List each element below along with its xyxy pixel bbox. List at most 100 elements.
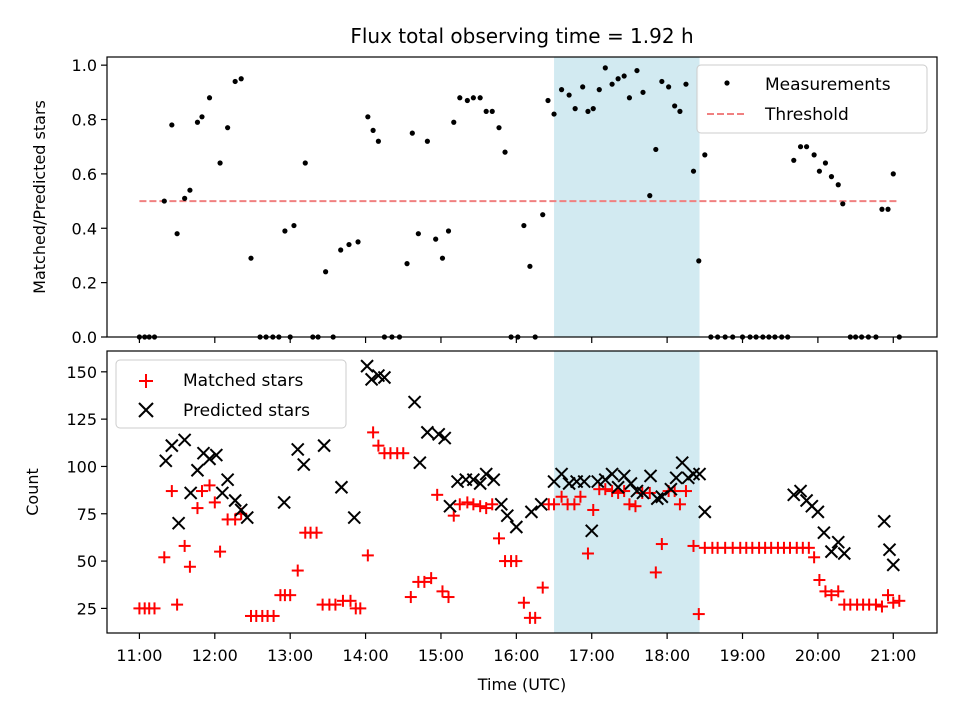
measurement-point [477,95,483,101]
measurement-point [677,108,683,114]
measurement-point [169,122,175,128]
measurement-point [323,269,329,275]
predicted-star-point [183,486,198,500]
matched-star-point [310,526,323,539]
matched-star-point [467,498,480,511]
predicted-star-point [220,472,235,487]
measurement-point [596,87,602,93]
predicted-star-point [664,482,678,496]
measurement-point [409,130,415,136]
measurement-point [194,119,201,125]
y-tick-label: 100 [66,457,97,476]
predicted-star-point [494,497,508,512]
matched-star-point [165,485,178,498]
matched-star-point [291,564,304,577]
measurement-point [370,127,376,133]
legend-matched-label: Matched stars [183,371,303,391]
matched-star-point [329,598,342,611]
predicted-star-point [577,474,591,489]
predicted-star-point [837,546,851,561]
predicted-star-point [420,425,435,440]
y-tick-label: 25 [77,599,97,618]
bottom-x-axis-label: Time (UTC) [477,675,566,694]
measurement-point [545,97,551,104]
legend-measurements-marker [724,80,730,86]
matched-star-point [442,591,455,604]
x-tick-label: 21:00 [870,646,916,665]
matched-star-point [431,488,444,501]
matched-star-point [819,585,832,598]
matched-star-point [825,589,838,602]
y-tick-label: 0.0 [72,328,97,347]
measurement-point [248,255,254,261]
predicted-star-point [605,467,619,481]
matched-star-point [372,439,385,452]
predicted-star-point [479,467,493,481]
bottom-y-axis-label: Count [23,468,42,516]
matched-star-point [178,539,191,552]
predicted-star-point [831,535,845,549]
matched-star-point [425,572,438,585]
measurement-point [666,84,672,90]
predicted-star-point [886,558,900,572]
predicted-star-point [793,484,808,498]
predicted-star-point [877,514,891,529]
predicted-star-point [466,472,481,487]
predicted-star-point [473,476,487,491]
top-plot-frame [106,56,938,338]
predicted-star-point [692,467,707,481]
measurement-point [828,174,835,180]
measurement-point [445,228,452,234]
matched-star-point [367,426,380,439]
measurement-point [683,81,689,87]
predicted-star-point [686,467,701,481]
measurement-points [136,65,902,340]
matched-star-point [629,500,642,513]
measurement-point [540,212,546,218]
top-x-axis-ticks [138,337,894,343]
measurement-point [238,76,244,82]
matched-star-point [623,498,636,511]
predicted-star-point [334,480,349,494]
matched-star-point [361,549,374,562]
matched-star-point [808,551,821,564]
matched-star-point [493,532,506,545]
predicted-star-point [377,370,392,385]
shaded-span-rect [554,57,700,337]
measurement-point [609,81,615,87]
y-tick-label: 125 [66,410,97,429]
y-tick-label: 1.0 [72,56,97,75]
measurement-point [225,125,231,131]
matched-star-point [655,538,668,551]
measurement-point [572,106,578,112]
measurement-point [365,114,371,120]
bottom-legend-box [115,359,347,429]
matched-star-point [158,551,171,564]
matched-star-point [436,585,449,598]
matched-star-point [618,485,631,498]
predicted-star-point [824,544,839,559]
y-tick-label: 0.6 [72,165,97,184]
predicted-star-point [591,474,605,489]
measurement-point [232,78,238,85]
predicted-star-point [159,454,173,468]
matched-star-point [692,608,705,621]
predicted-star-point [240,510,254,525]
measurement-point [433,236,439,242]
measurement-point [797,144,804,150]
matched-star-point [453,498,466,511]
predicted-star-point [297,457,311,472]
matched-star-point [474,500,487,513]
matched-star-point [668,485,681,498]
predicted-star-point [228,493,242,508]
matched-star-point [529,611,542,624]
top-legend: Measurements Threshold [696,64,928,134]
predicted-star-point [882,543,897,557]
matched-star-point [397,447,410,460]
x-tick-label: 11:00 [116,646,162,665]
predicted-star-point [443,499,457,513]
x-tick-label: 16:00 [493,646,539,665]
measurement-point [282,228,288,234]
matched-stars-points [133,426,906,624]
